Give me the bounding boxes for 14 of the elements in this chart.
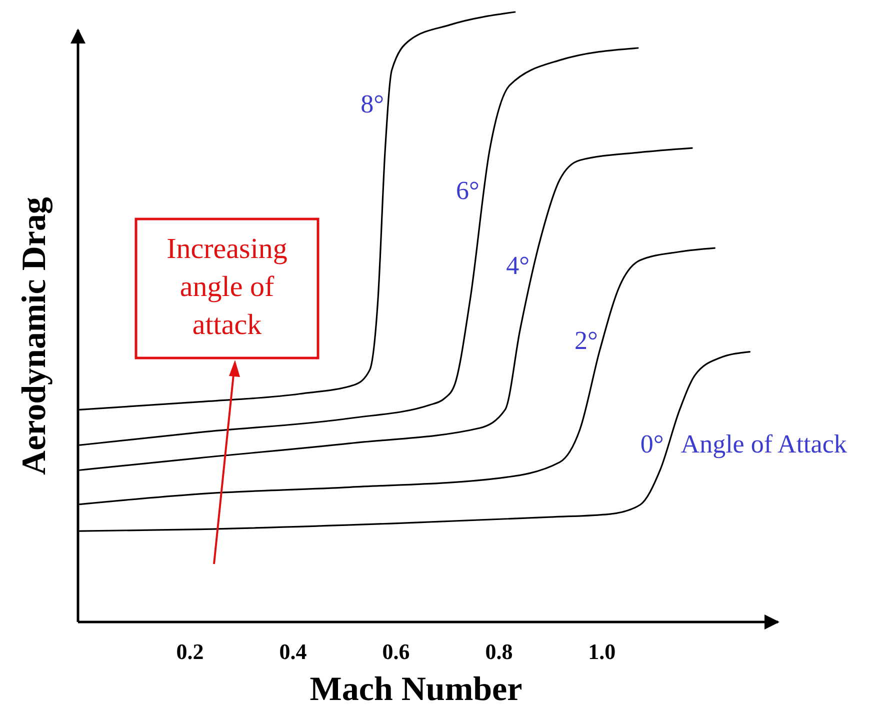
x-tick-label: 0.6 bbox=[382, 639, 410, 664]
x-tick-label: 0.4 bbox=[279, 639, 307, 664]
series-label: 4° bbox=[506, 251, 530, 280]
x-axis-title: Mach Number bbox=[310, 671, 522, 708]
series-label: 0° bbox=[640, 429, 664, 458]
annotation: Angle of Attack bbox=[680, 429, 847, 458]
x-tick-label: 0.2 bbox=[176, 639, 204, 664]
x-tick-label: 0.8 bbox=[485, 639, 513, 664]
y-axis-title: Aerodynamic Drag bbox=[16, 197, 53, 475]
series-label: 6° bbox=[456, 176, 480, 206]
annotation: Increasing angle of attack bbox=[166, 233, 288, 341]
series-label: 8° bbox=[360, 90, 384, 118]
series-label: 2° bbox=[574, 326, 598, 356]
x-tick-label: 1.0 bbox=[588, 639, 616, 664]
